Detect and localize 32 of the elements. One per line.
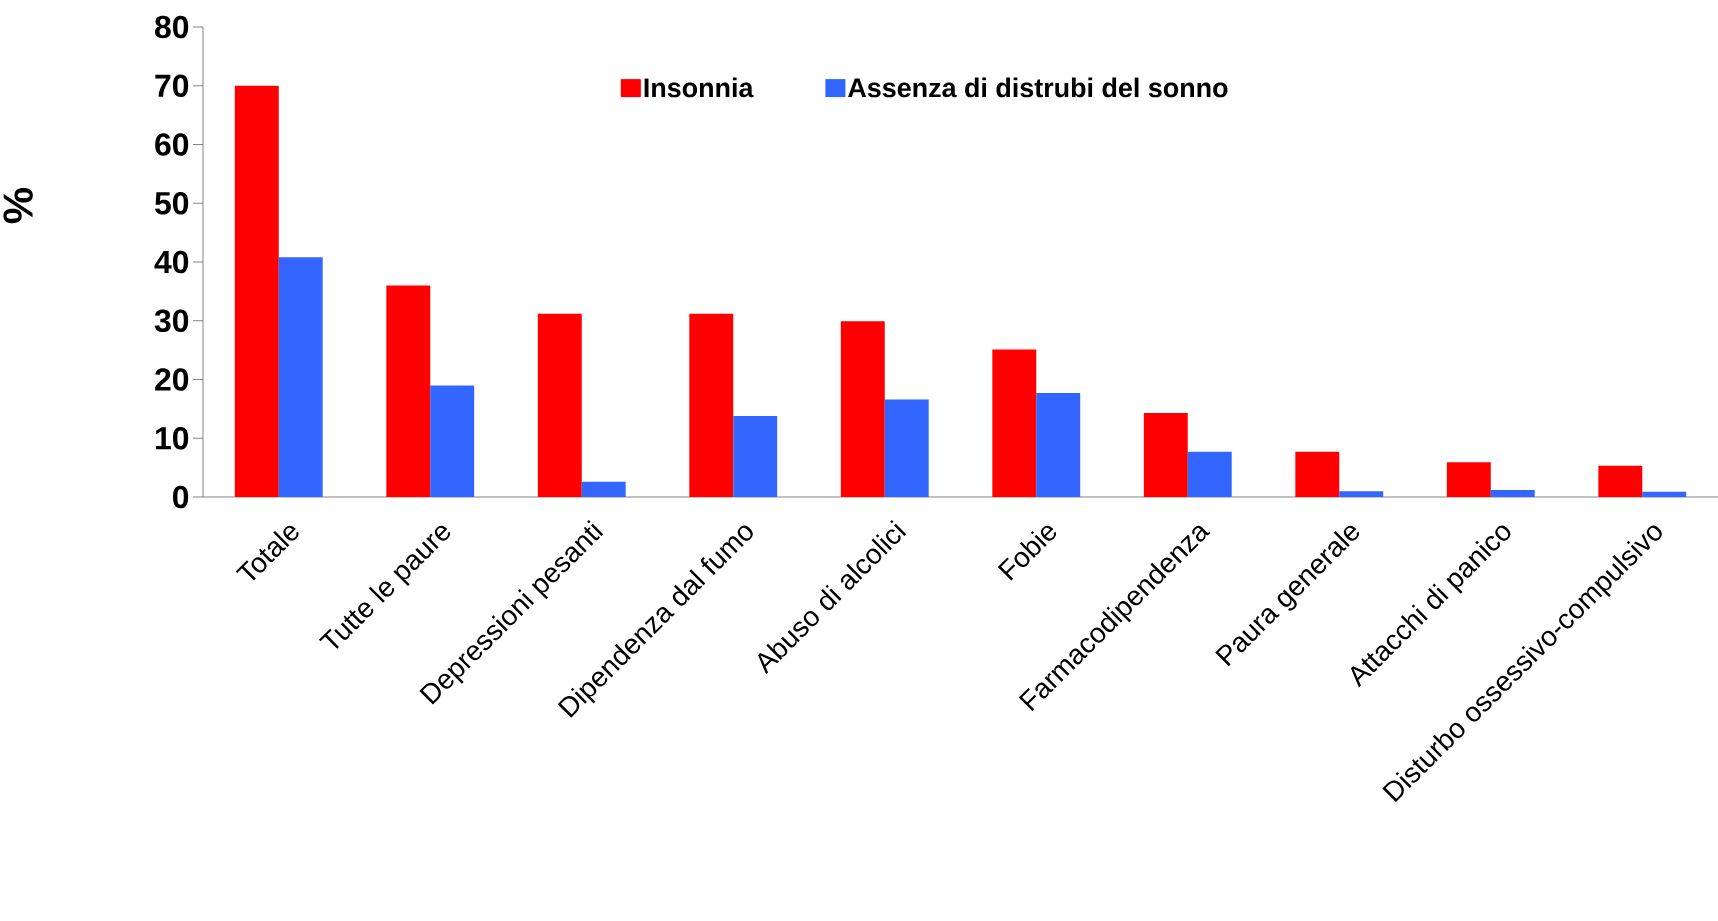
bar: [733, 415, 778, 497]
bar: [1036, 393, 1081, 497]
y-tick-label: 60: [155, 133, 189, 156]
bar: [1187, 451, 1232, 497]
y-tick-label: 70: [155, 74, 189, 98]
y-tick-label: 40: [154, 250, 189, 274]
bar: [1143, 412, 1188, 497]
bar: [992, 349, 1037, 497]
y-tick-label: 20: [155, 368, 189, 391]
bar: [884, 399, 929, 497]
legend-label: Assenza di distrubi del sonno: [848, 77, 1228, 98]
bar: [840, 321, 885, 497]
bar: [234, 85, 279, 497]
bar: [1490, 489, 1535, 497]
legend-label: Insonnia: [644, 77, 754, 98]
bar: [581, 481, 626, 497]
y-axis-title: %: [3, 188, 33, 224]
y-tick-label: 80: [155, 15, 189, 39]
bar: [278, 257, 323, 497]
bar: [1642, 491, 1687, 497]
bar: [1598, 465, 1643, 497]
y-tick-label: 50: [155, 191, 189, 215]
y-tick-label: 30: [154, 309, 189, 333]
bar: [537, 313, 582, 497]
bar: [1339, 491, 1384, 497]
bar: [430, 385, 475, 497]
bar: [689, 313, 734, 497]
y-tick-label: 10: [156, 426, 189, 450]
y-tick-label: 0: [173, 485, 189, 509]
bar: [1295, 451, 1340, 497]
bar: [386, 285, 431, 497]
bar: [1446, 462, 1491, 497]
